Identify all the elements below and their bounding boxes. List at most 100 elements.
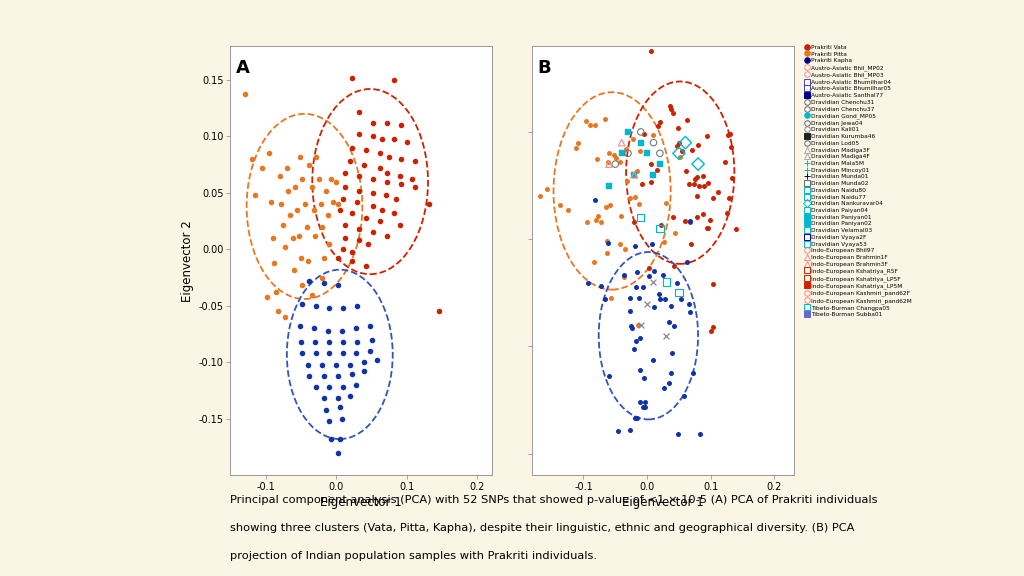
Point xyxy=(699,179,716,188)
Point xyxy=(694,209,711,218)
Point xyxy=(656,238,673,247)
Point xyxy=(658,331,675,340)
Point xyxy=(365,132,381,141)
Point xyxy=(328,360,344,369)
Point xyxy=(689,141,706,150)
Point xyxy=(632,146,648,156)
Point xyxy=(629,167,645,176)
Point xyxy=(321,338,337,347)
Point xyxy=(301,371,317,380)
Point xyxy=(601,160,617,169)
Point xyxy=(600,238,616,248)
Point xyxy=(293,254,309,263)
Point xyxy=(688,173,705,182)
Point xyxy=(630,413,646,422)
Point xyxy=(612,157,629,166)
Point xyxy=(292,321,308,331)
Point xyxy=(334,326,350,335)
Point xyxy=(357,213,374,222)
Point xyxy=(305,324,322,333)
Point xyxy=(582,120,598,129)
Point xyxy=(652,221,669,230)
Point xyxy=(315,254,332,263)
Point xyxy=(271,171,288,180)
Point xyxy=(372,149,388,158)
Point xyxy=(612,212,629,221)
Point xyxy=(348,348,365,358)
Point xyxy=(588,215,604,225)
Point xyxy=(283,211,299,220)
Point xyxy=(344,247,360,256)
Point xyxy=(276,242,293,252)
Point xyxy=(332,403,348,412)
Point xyxy=(586,258,602,267)
Point xyxy=(365,228,381,237)
X-axis label: Eigenvector 1: Eigenvector 1 xyxy=(623,497,703,509)
Point xyxy=(381,152,397,161)
Point xyxy=(287,183,303,192)
Point xyxy=(247,191,263,200)
Point xyxy=(294,299,310,308)
Point xyxy=(705,322,721,331)
Point xyxy=(294,175,310,184)
Point xyxy=(356,367,373,376)
Point xyxy=(667,228,683,237)
Point xyxy=(330,394,346,403)
Point xyxy=(349,198,366,207)
Point xyxy=(648,166,665,175)
Point xyxy=(578,116,594,125)
Point xyxy=(359,239,376,248)
Point xyxy=(342,360,358,369)
Point xyxy=(335,348,351,358)
Point xyxy=(629,268,645,277)
Point xyxy=(664,301,680,310)
Point xyxy=(273,199,290,209)
Point xyxy=(294,281,310,290)
Point xyxy=(671,149,687,158)
Point xyxy=(314,360,331,369)
Point xyxy=(365,175,381,184)
Point xyxy=(705,193,721,202)
Point xyxy=(710,187,726,196)
Point xyxy=(357,145,374,154)
Point xyxy=(678,166,694,176)
Point xyxy=(332,434,348,444)
Point xyxy=(398,138,415,147)
Point xyxy=(308,348,325,358)
Text: Principal component analysis (PCA) with 52 SNPs that showed p-value of <1 × 10-5: Principal component analysis (PCA) with … xyxy=(230,495,878,505)
Point xyxy=(539,185,555,194)
Point xyxy=(721,193,737,202)
Point xyxy=(590,211,606,221)
Point xyxy=(662,317,678,327)
Point xyxy=(567,143,584,153)
Point xyxy=(610,426,627,435)
Point xyxy=(618,177,635,186)
Point xyxy=(691,429,708,438)
Point xyxy=(620,127,636,137)
Point xyxy=(690,160,707,169)
Point xyxy=(627,241,643,251)
Point xyxy=(379,118,395,127)
Point xyxy=(669,142,685,151)
Point xyxy=(279,164,295,173)
Point xyxy=(321,416,337,426)
Point xyxy=(599,248,615,257)
Point xyxy=(679,257,695,267)
Point xyxy=(344,256,360,265)
Point xyxy=(259,292,275,301)
Point xyxy=(605,150,622,159)
Point xyxy=(365,202,381,211)
Point xyxy=(666,262,682,271)
Point xyxy=(314,273,331,282)
Point xyxy=(662,378,678,388)
Point xyxy=(393,120,410,130)
Point xyxy=(627,170,643,180)
Point xyxy=(664,348,680,358)
Point xyxy=(303,290,319,299)
Point xyxy=(261,149,278,158)
Point xyxy=(615,272,632,282)
Point xyxy=(636,374,652,383)
Point xyxy=(350,107,367,116)
Point xyxy=(651,117,668,126)
Point xyxy=(378,191,394,200)
